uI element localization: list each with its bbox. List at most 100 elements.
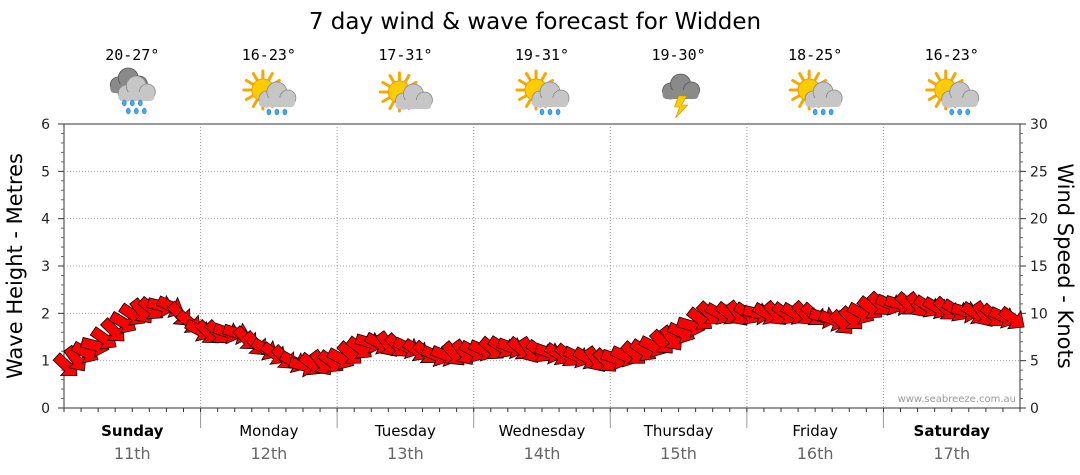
sun-ray: [251, 72, 259, 82]
sun-ray: [798, 72, 806, 82]
right-axis: 0 5 10 15 20 25 30: [1020, 117, 1048, 417]
sun-ray: [266, 72, 274, 82]
sun-ray: [251, 98, 259, 108]
left-axis-title: Wave Height - Metres: [3, 153, 27, 379]
forecast-header: 20-27° 16-23° 17-31° 19-31° 19-30° 18-25° 16-2…: [105, 46, 980, 119]
chart-title: 7 day wind & wave forecast for Widden: [309, 9, 761, 35]
raindrop: [965, 108, 970, 116]
right-tick-label: 0: [1030, 401, 1039, 417]
day-date: 12th: [250, 444, 287, 463]
day-date: 14th: [524, 444, 561, 463]
sun-ray: [791, 79, 802, 86]
raindrop: [122, 99, 127, 107]
sun-ray: [403, 74, 411, 84]
raindrop: [274, 108, 280, 116]
day-date: 13th: [387, 444, 424, 463]
sun-ray: [927, 79, 938, 86]
sun-ray: [927, 94, 938, 101]
raindrop: [134, 107, 139, 115]
wind-arrow: [63, 344, 87, 372]
raindrop: [828, 108, 834, 116]
sun-ray: [949, 72, 957, 82]
sun-cloud-rain-icon: [925, 69, 980, 116]
raindrop: [282, 108, 288, 116]
day-name: Sunday: [101, 422, 164, 440]
cloud-base: [258, 98, 295, 107]
raindrop: [957, 108, 962, 116]
left-tick-label: 2: [41, 306, 50, 322]
day-temperature: 19-31°: [515, 46, 569, 64]
raindrop: [126, 107, 131, 115]
sun-cloud-rain-icon: [515, 69, 570, 116]
wind-arrows: [52, 290, 1025, 378]
raindrop: [138, 99, 143, 107]
sun-ray: [525, 72, 532, 82]
day-name: Saturday: [914, 422, 991, 440]
day-date: 11th: [114, 444, 151, 463]
sun-ray: [388, 74, 396, 84]
right-tick-label: 15: [1030, 259, 1048, 275]
left-tick-label: 6: [41, 117, 50, 133]
left-tick-label: 3: [41, 259, 50, 275]
raindrop: [547, 108, 553, 116]
day-date: 16th: [797, 444, 834, 463]
raindrop: [949, 108, 954, 116]
sun-ray: [381, 96, 392, 103]
sun-cloud-rain-icon: [242, 69, 297, 116]
raindrop: [266, 108, 272, 116]
sun-ray: [518, 94, 528, 101]
raindrop: [555, 108, 561, 116]
cloud-base: [532, 98, 568, 107]
sun-ray: [388, 100, 396, 110]
rain-cloud-icon: [109, 67, 156, 115]
sun-ray: [813, 72, 821, 82]
day-date: 15th: [660, 444, 697, 463]
watermark: www.seabreeze.com.au: [898, 394, 1016, 405]
day-name: Thursday: [643, 422, 714, 440]
day-temperature: 19-30°: [651, 46, 705, 64]
sun-ray: [791, 94, 802, 101]
wind-arrow: [99, 317, 125, 342]
lightning-bolt: [674, 95, 689, 119]
left-tick-label: 0: [41, 401, 50, 417]
sun-ray: [244, 79, 255, 86]
day-temperature: 16-23°: [925, 46, 979, 64]
day-separators: [63, 124, 1021, 428]
right-tick-label: 30: [1030, 117, 1048, 133]
raindrop: [812, 108, 818, 116]
right-tick-label: 25: [1030, 164, 1048, 180]
raindrop: [820, 108, 826, 116]
cloud-base: [805, 98, 842, 107]
day-name: Wednesday: [499, 422, 586, 440]
left-axis: 0 1 2 3 4 5 6: [41, 117, 64, 417]
day-name: Tuesday: [374, 422, 436, 440]
sun-ray: [934, 98, 942, 108]
sun-ray: [244, 94, 255, 101]
cloud-base: [395, 100, 432, 109]
raindrop: [539, 108, 545, 116]
left-tick-label: 1: [41, 354, 50, 370]
sun-ray: [798, 98, 806, 108]
wind-arrow: [998, 305, 1025, 330]
sun-ray: [934, 72, 942, 82]
wind-arrow: [89, 326, 117, 350]
sun-cloud-icon: [378, 71, 433, 113]
day-temperature: 20-27°: [105, 46, 159, 64]
sun-ray: [381, 81, 392, 88]
cloud-base: [941, 98, 978, 107]
right-tick-label: 10: [1030, 306, 1048, 322]
day-labels: Sunday 11th Monday 12th Tuesday 13th Wednesday…: [101, 422, 990, 463]
wind-arrow: [108, 310, 137, 334]
right-axis-title: Wind Speed - Knots: [1053, 163, 1077, 368]
cloud-base: [118, 92, 155, 101]
right-tick-label: 20: [1030, 212, 1048, 228]
raindrop: [130, 99, 135, 107]
day-temperature: 17-31°: [378, 46, 432, 64]
day-temperature: 16-23°: [242, 46, 296, 64]
sun-ray: [525, 98, 532, 108]
storm-cloud-icon: [662, 73, 700, 119]
raindrop: [142, 107, 147, 115]
day-date: 17th: [933, 444, 970, 463]
day-temperature: 18-25°: [788, 46, 842, 64]
